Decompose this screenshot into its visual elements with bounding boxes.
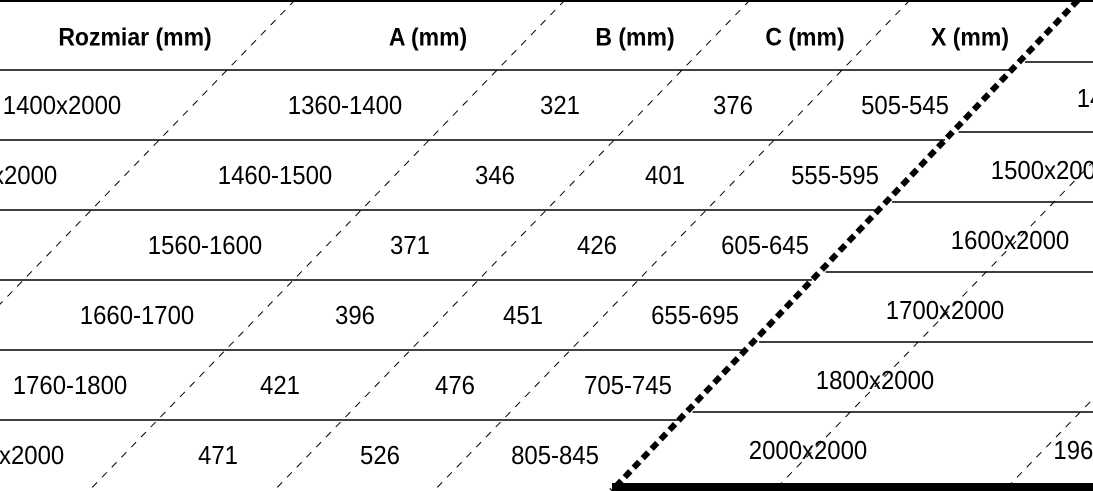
column-divider [0,0,296,305]
offset-cell: 2000x2000 [748,435,868,465]
cell-size: 2000x2000 [0,440,65,470]
cell-b: 321 [540,90,580,120]
cell-a: 1660-1700 [79,300,195,330]
offset-cell-a: 1960 [1053,435,1093,465]
cell-x: 655-695 [651,300,739,330]
cell-a: 1460-1500 [217,160,333,190]
cell-c: 426 [577,230,617,260]
header-c: C (mm) [765,23,845,52]
bottom-border [612,483,1093,491]
cell-size: 1500x2000 [0,160,58,190]
cell-c: 376 [713,90,753,120]
cell-a: 1360-1400 [287,90,403,120]
cell-b: 396 [335,300,375,330]
cell-x: 605-645 [721,230,809,260]
column-divider [88,0,566,491]
cell-b: 471 [198,440,238,470]
cell-c: 401 [645,160,685,190]
cell-c: 526 [360,440,400,470]
offset-cell: 1600x2000 [950,225,1070,255]
cell-size: 1400x2000 [2,90,122,120]
cell-x: 555-595 [791,160,879,190]
offset-cell: 1700x2000 [885,295,1005,325]
offset-cell: 1500x2000 [990,155,1093,185]
cell-x: 505-545 [861,90,949,120]
cell-c: 476 [435,370,475,400]
cell-a: 1560-1600 [147,230,263,260]
shear-seam [609,0,1081,491]
header-b: B (mm) [595,23,675,52]
cell-a: 1760-1800 [12,370,128,400]
cell-b: 346 [475,160,515,190]
cell-x: 705-745 [584,370,672,400]
column-divider [433,0,911,491]
cell-x: 805-845 [511,440,599,470]
cell-b: 421 [260,370,300,400]
header-a: A (mm) [388,23,468,52]
cell-b: 371 [390,230,430,260]
offset-cell: 14 [1076,83,1093,113]
header-x: X (mm) [931,23,1009,52]
offset-cell: 1800x2000 [815,365,935,395]
column-divider [273,0,751,491]
header-rozmiar: Rozmiar (mm) [58,23,212,52]
cell-c: 451 [503,300,543,330]
column-divider [773,161,1093,491]
